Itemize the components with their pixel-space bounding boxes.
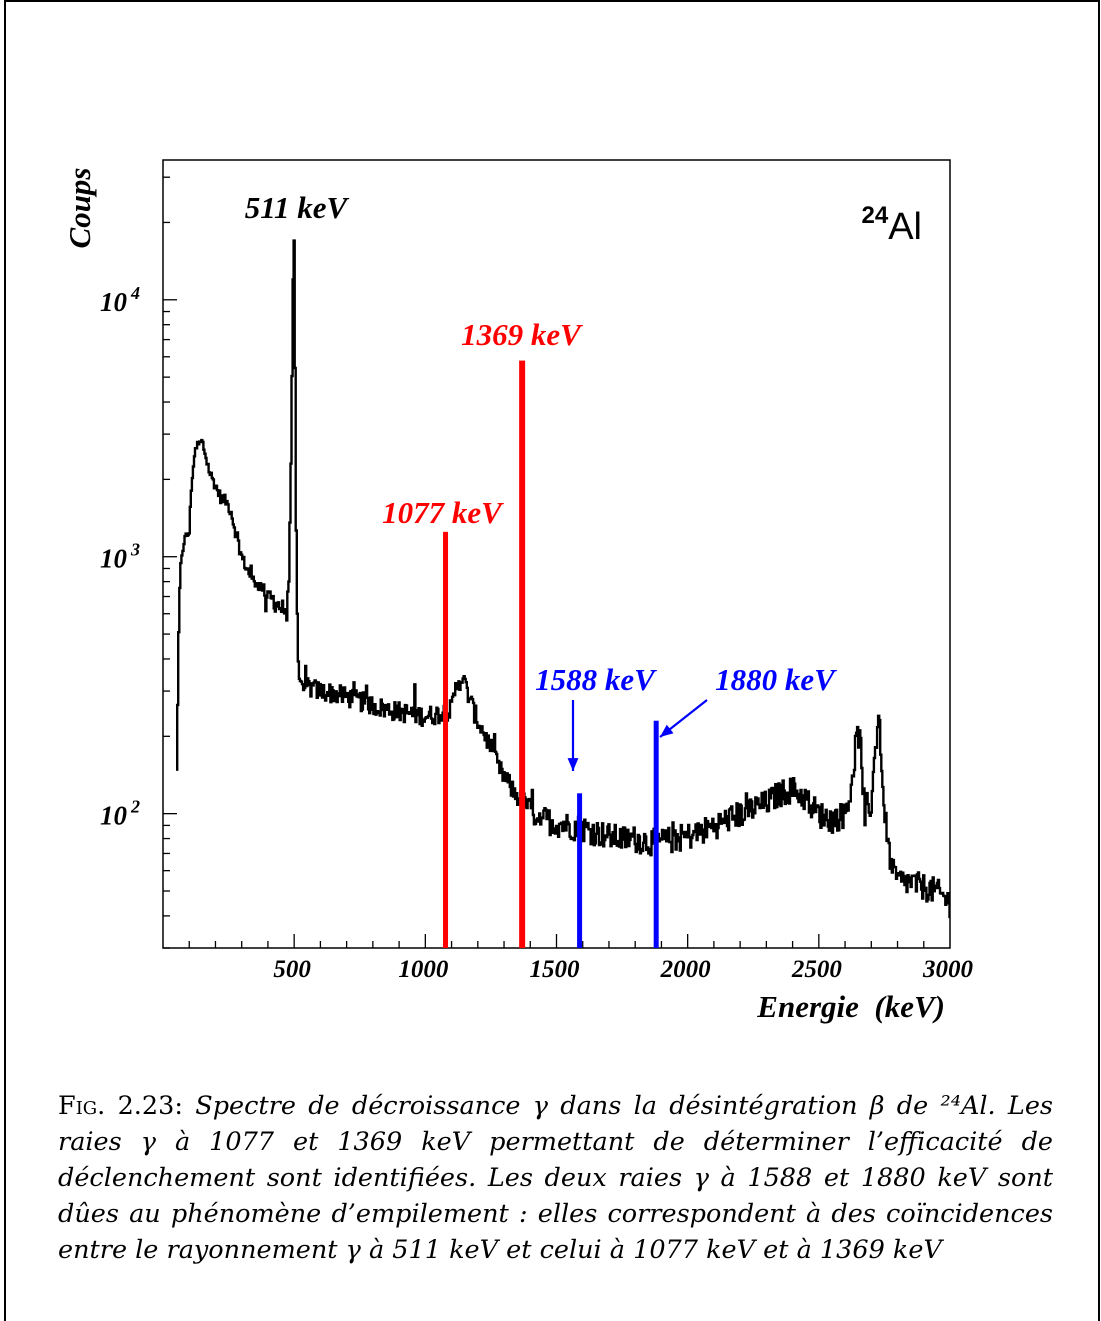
x-tick-label: 500 (273, 956, 311, 983)
line-label-1369: 1369 keV (461, 317, 583, 352)
y-tick-label: 10 3 (100, 540, 140, 574)
line-label-1077: 1077 keV (382, 495, 504, 530)
y-axis-ticks (163, 176, 177, 949)
line-labels: 511 keV 1077 keV 1369 keV 1588 keV 1880 keV (245, 190, 837, 771)
caption-fig-prefix: Fig. (58, 1091, 106, 1121)
y-tick-label: 10 4 (100, 283, 140, 317)
spectrum-line (176, 239, 950, 919)
isotope-mass: 24 (862, 202, 889, 229)
caption-fig-number: 2.23: (117, 1091, 183, 1121)
isotope-symbol: Al (888, 206, 922, 248)
y-axis-label: Coups (62, 168, 97, 249)
page-border (4, 0, 1100, 1321)
gamma-line-1588 (577, 793, 583, 948)
gamma-lines (443, 360, 659, 948)
x-axis-ticks (188, 934, 925, 948)
x-tick-label: 2000 (660, 956, 712, 983)
x-tick-labels: 500 1000 1500 2000 2500 3000 (273, 956, 973, 983)
x-tick-label: 1000 (398, 956, 449, 983)
line-label-1588: 1588 keV (535, 662, 657, 697)
line-label-1880: 1880 keV (715, 662, 837, 697)
x-tick-label: 3000 (922, 956, 974, 983)
x-tick-label: 1500 (530, 956, 581, 983)
gamma-line-1880 (653, 720, 659, 948)
gamma-line-1077 (443, 531, 449, 948)
x-axis-label: Energie (keV) (756, 989, 945, 1024)
gamma-line-1369 (519, 360, 526, 948)
arrow-1588-head (567, 758, 579, 771)
y-tick-label: 10 2 (100, 797, 140, 831)
isotope-label: 24Al (862, 202, 923, 248)
caption-text: Spectre de décroissance γ dans la désint… (58, 1091, 1054, 1265)
x-tick-label: 2500 (791, 956, 843, 983)
line-label-511: 511 keV (245, 190, 350, 225)
figure-caption: Fig. 2.23: Spectre de décroissance γ dan… (58, 1088, 1053, 1268)
arrow-1880-head (660, 724, 674, 737)
